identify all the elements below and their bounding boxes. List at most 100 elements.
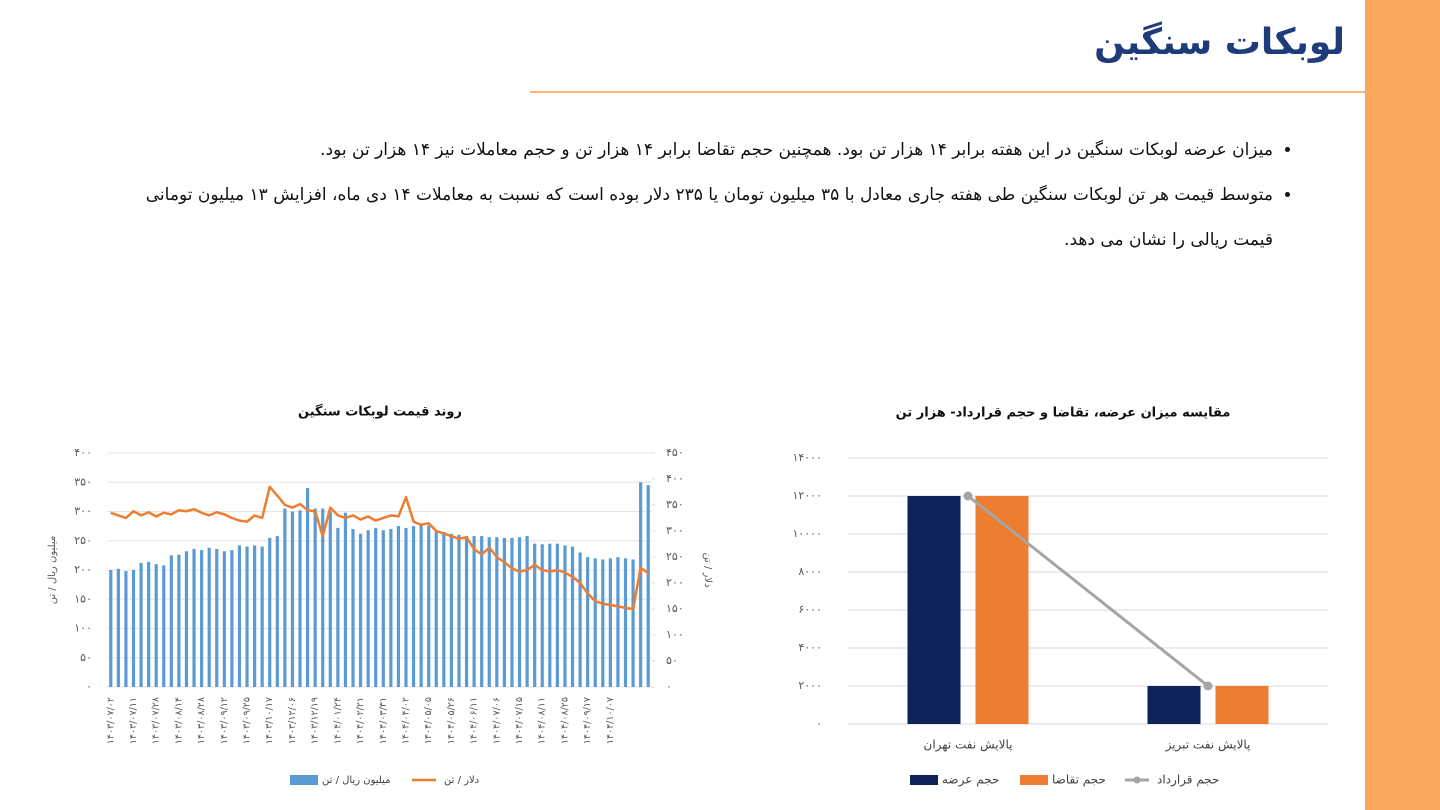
x-tick-label: ۱۴۰۴/۰۶/۱۱ xyxy=(469,697,480,744)
x-tick-label: ۱۴۰۳/۱۲/۱۹ xyxy=(310,697,321,744)
bar xyxy=(154,564,158,687)
y-axis-title: میلیون ریال / تن xyxy=(47,536,58,604)
x-tick-label: ۱۴۰۴/۰۵/۰۵ xyxy=(423,697,434,744)
bar xyxy=(1147,686,1201,724)
x-tick-label: ۱۴۰۴/۰۳/۳۱ xyxy=(378,697,389,744)
y-tick-label: ۲۰۰۰ xyxy=(798,679,822,692)
x-tick-label: پالایش نفت تبریز xyxy=(1165,738,1251,753)
side-band xyxy=(1365,0,1440,810)
bar xyxy=(457,534,461,687)
line-marker xyxy=(1203,681,1213,691)
bar xyxy=(351,529,355,687)
y-tick-label: ۱۴۰۰۰ xyxy=(792,451,822,464)
bar xyxy=(411,526,416,687)
x-tick-label: ۱۴۰۳/۰۷/۰۲ xyxy=(105,697,116,744)
bar xyxy=(207,547,211,687)
bar xyxy=(631,559,635,687)
bar xyxy=(593,558,597,687)
bar xyxy=(253,545,257,687)
y-tick-label: ۳۵۰ xyxy=(74,475,92,488)
y2-tick-label: ۴۰۰ xyxy=(666,472,684,485)
y2-tick-label: ۵۰ xyxy=(666,654,678,667)
y-tick-label: ۰ xyxy=(86,680,92,693)
x-tick-label: ۱۴۰۴/۰۷/۰۶ xyxy=(491,697,502,744)
bar xyxy=(975,496,1029,724)
bar xyxy=(177,554,181,687)
bar xyxy=(517,537,522,687)
bar xyxy=(237,545,242,687)
bar xyxy=(533,543,537,687)
bar xyxy=(449,533,454,687)
x-tick-label: ۱۴۰۳/۰۸/۱۴ xyxy=(173,697,184,744)
bar xyxy=(184,551,189,687)
x-tick-label: ۱۴۰۳/۰۷/۲۸ xyxy=(151,697,162,744)
bar xyxy=(169,555,173,687)
bullet: متوسط قیمت هر تن لوبکات سنگین طی هفته جا… xyxy=(113,173,1273,263)
y2-tick-label: ۱۰۰ xyxy=(666,628,684,641)
y2-tick-label: ۰ xyxy=(666,680,672,693)
bar xyxy=(374,527,378,687)
line-marker xyxy=(963,491,973,501)
bar xyxy=(510,537,514,687)
x-tick-label: ۱۴۰۴/۰۹/۱۷ xyxy=(582,697,593,744)
x-tick-label: ۱۴۰۴/۰۴/۰۲ xyxy=(400,697,411,744)
slide-title: لوبکات سنگین xyxy=(1094,22,1345,63)
bar xyxy=(328,511,332,687)
bar xyxy=(601,559,605,687)
bar xyxy=(275,536,279,687)
legend-label: دلار / تن xyxy=(444,775,479,786)
bar xyxy=(200,550,204,687)
x-tick-label: ۱۴۰۴/۰۵/۲۶ xyxy=(446,697,457,744)
y2-tick-label: ۱۵۰ xyxy=(666,602,684,615)
bar xyxy=(555,543,559,687)
bar xyxy=(343,512,348,687)
legend-label: میلیون ریال / تن xyxy=(322,775,390,786)
chart-title: روند قیمت لوبکات سنگین xyxy=(298,404,462,420)
legend-swatch xyxy=(910,775,938,785)
bar xyxy=(381,530,385,687)
y-tick-label: ۱۰۰ xyxy=(74,622,92,635)
legend-label: حجم قرارداد xyxy=(1157,773,1219,788)
bar xyxy=(124,571,128,687)
y-tick-label: ۵۰ xyxy=(80,651,92,664)
x-tick-label: ۱۴۰۴/۰۸/۱۱ xyxy=(537,697,548,744)
line-series xyxy=(110,485,649,611)
bar xyxy=(230,550,234,687)
bar xyxy=(907,496,961,724)
legend-swatch xyxy=(1020,775,1048,785)
bar xyxy=(1215,686,1269,724)
chart-title: مقایسه میزان عرضه، تقاضا و حجم قرارداد- … xyxy=(896,406,1231,421)
bar xyxy=(139,562,143,687)
y-tick-label: ۴۰۰ xyxy=(74,446,92,459)
bar xyxy=(290,511,295,687)
bar xyxy=(495,537,499,687)
bar xyxy=(162,565,166,687)
bar xyxy=(480,536,484,687)
bar xyxy=(283,508,287,687)
bar xyxy=(268,537,272,687)
y-tick-label: ۴۰۰۰ xyxy=(798,641,822,654)
y-tick-label: ۱۲۰۰۰ xyxy=(792,489,822,502)
bar xyxy=(116,568,120,687)
bar xyxy=(442,531,446,687)
legend-marker xyxy=(1133,776,1141,784)
bar xyxy=(525,536,529,687)
legend-swatch xyxy=(290,775,318,785)
bar xyxy=(222,551,226,687)
x-tick-label: پالایش نفت تهران xyxy=(924,738,1013,753)
bar xyxy=(313,508,317,687)
bar xyxy=(192,548,196,687)
x-tick-label: ۱۴۰۴/۰۷/۱۵ xyxy=(514,697,525,744)
bar xyxy=(366,530,370,687)
bar xyxy=(298,510,302,687)
bar xyxy=(608,558,612,687)
bar xyxy=(586,557,590,687)
y-tick-label: ۸۰۰۰ xyxy=(798,565,822,578)
bar xyxy=(548,543,552,687)
bar xyxy=(109,570,113,687)
y2-tick-label: ۳۰۰ xyxy=(666,524,684,537)
bar xyxy=(427,525,431,687)
bar xyxy=(336,527,340,687)
x-tick-label: ۱۴۰۳/۰۸/۲۸ xyxy=(196,697,207,744)
